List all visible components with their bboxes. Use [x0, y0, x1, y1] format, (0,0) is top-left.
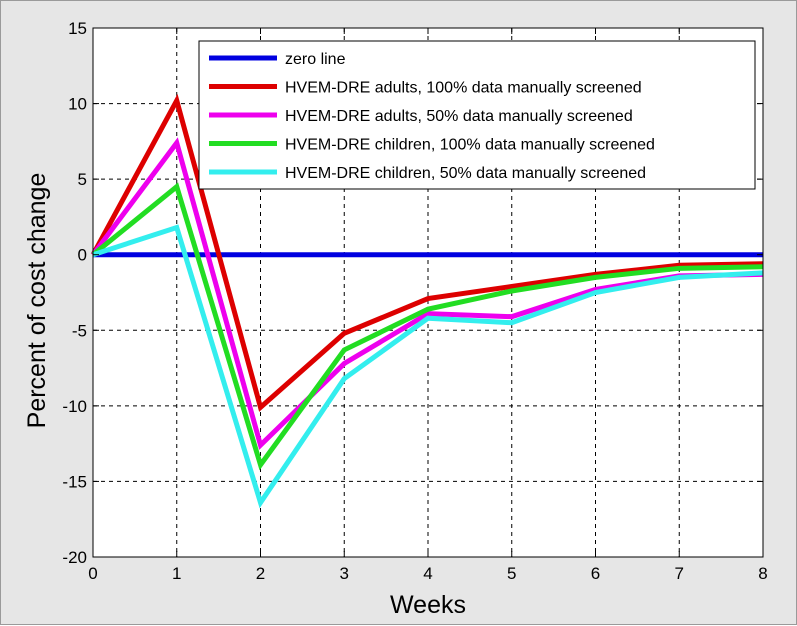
y-tick-label: 5 — [78, 170, 87, 189]
x-tick-label: 2 — [256, 564, 265, 583]
x-tick-label: 5 — [507, 564, 516, 583]
ticks: 0 1 2 3 4 5 6 7 8 15 10 5 0 -5 -10 -15 -20 — [62, 19, 767, 583]
x-tick-label: 6 — [591, 564, 600, 583]
y-tick-label: -20 — [62, 548, 87, 567]
y-tick-label: -10 — [62, 397, 87, 416]
y-tick-label: -5 — [72, 321, 87, 340]
legend-entry-3: HVEM-DRE children, 100% data manually sc… — [285, 137, 655, 154]
series-line-4 — [92, 224, 764, 509]
legend: zero line HVEM-DRE adults, 100% data manu… — [198, 40, 756, 190]
y-axis-label: Percent of cost change — [23, 173, 51, 429]
x-tick-label: 8 — [758, 564, 767, 583]
series-layer — [90, 93, 764, 509]
series-line-3 — [91, 182, 764, 471]
x-axis-label: Weeks — [390, 591, 466, 619]
x-tick-label: 3 — [340, 564, 349, 583]
legend-entry-0: zero line — [285, 51, 346, 68]
legend-entry-2: HVEM-DRE adults, 50% data manually scree… — [285, 108, 633, 125]
x-tick-label: 4 — [423, 564, 432, 583]
series-line-1 — [90, 93, 764, 412]
y-tick-label: 0 — [78, 246, 87, 265]
y-tick-label: -15 — [62, 472, 87, 491]
y-tick-label: 15 — [68, 19, 87, 38]
x-tick-label: 0 — [88, 564, 97, 583]
legend-entry-4: HVEM-DRE children, 50% data manually scr… — [285, 165, 646, 182]
y-tick-label: 10 — [68, 95, 87, 114]
legend-entry-1: HVEM-DRE adults, 100% data manually scre… — [285, 80, 642, 97]
x-tick-label: 7 — [675, 564, 684, 583]
x-tick-label: 1 — [172, 564, 181, 583]
legend-box — [198, 40, 756, 190]
